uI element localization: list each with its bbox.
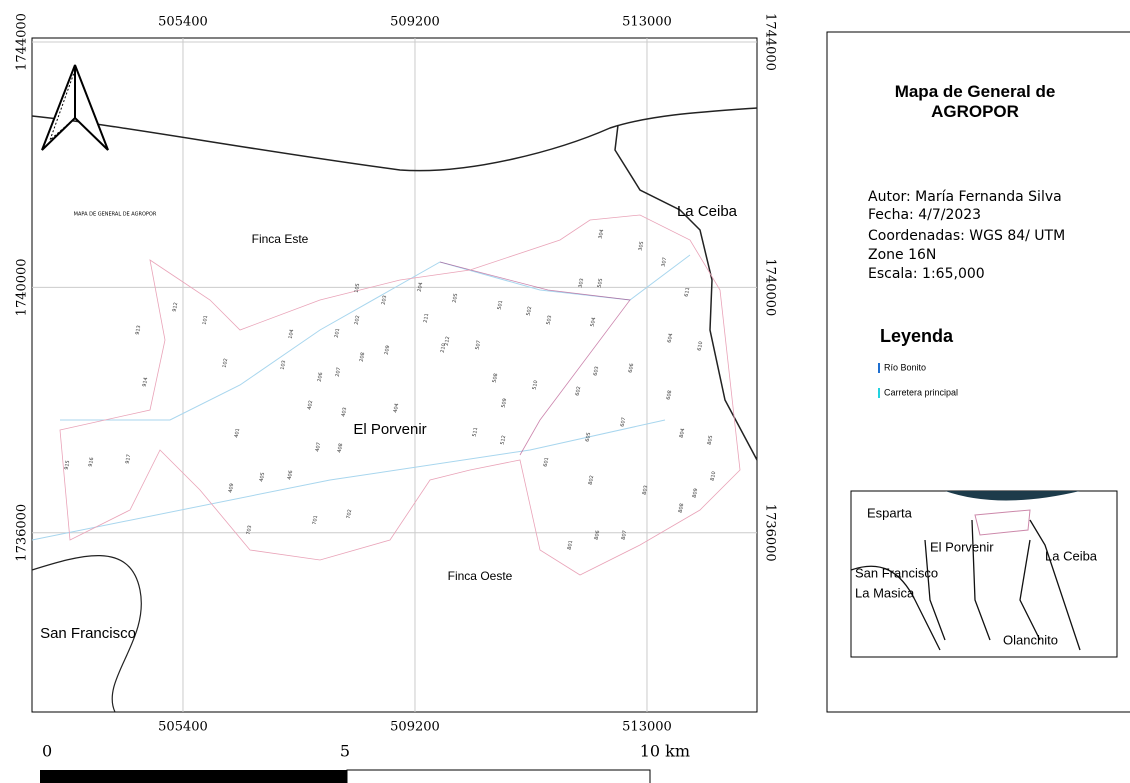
legend-heading: Leyenda (880, 326, 954, 346)
inset-label: La Ceiba (1045, 548, 1098, 563)
place-label: Finca Este (252, 232, 309, 246)
info-line: Coordenadas: WGS 84/ UTM (868, 228, 1065, 244)
map-page: MAPA DE GENERAL DE AGROPOR La Ceiba Finca… (0, 0, 1130, 783)
place-label: Finca Oeste (448, 569, 513, 583)
info-line: Autor: María Fernanda Silva (868, 189, 1062, 205)
x-tick-label: 513000 (622, 15, 672, 30)
info-line: Fecha: 4/7/2023 (868, 207, 981, 223)
legend-label: Río Bonito (884, 362, 926, 372)
scale-label: 10 km (640, 742, 690, 761)
scale-label: 0 (42, 742, 52, 761)
inset-label: San Francisco (855, 565, 938, 580)
scale-bar-light (347, 770, 650, 783)
inset-label: La Masica (855, 585, 915, 600)
y-tick-label: 1736000 (763, 504, 778, 562)
x-tick-label: 509200 (390, 720, 440, 735)
place-label: San Francisco (40, 625, 136, 642)
inset-label: El Porvenir (930, 539, 994, 554)
y-tick-label: 1744000 (15, 13, 30, 71)
place-label: El Porvenir (353, 421, 426, 438)
y-tick-label: 1736000 (15, 504, 30, 562)
inset-label: Esparta (867, 505, 913, 520)
place-label: La Ceiba (677, 203, 738, 220)
scale-bar-dark (40, 770, 347, 783)
x-tick-label: 505400 (158, 15, 208, 30)
legend-label: Carretera principal (884, 387, 958, 397)
info-line: Zone 16N (868, 247, 936, 263)
info-line: Escala: 1:65,000 (868, 266, 985, 282)
y-tick-label: 1744000 (763, 13, 778, 71)
x-tick-label: 505400 (158, 720, 208, 735)
x-tick-label: 509200 (390, 15, 440, 30)
y-tick-label: 1740000 (15, 258, 30, 316)
legend-swatch (878, 363, 880, 373)
legend-swatch (878, 388, 880, 398)
legend-title-box: Mapa de General de AGROPOR (860, 82, 1090, 142)
y-tick-label: 1740000 (763, 258, 778, 316)
inset-label: Olanchito (1003, 632, 1058, 647)
small-title: MAPA DE GENERAL DE AGROPOR (74, 212, 157, 218)
legend-title: Mapa de General de AGROPOR (860, 82, 1090, 122)
scale-label: 5 (340, 742, 350, 761)
x-tick-label: 513000 (622, 720, 672, 735)
